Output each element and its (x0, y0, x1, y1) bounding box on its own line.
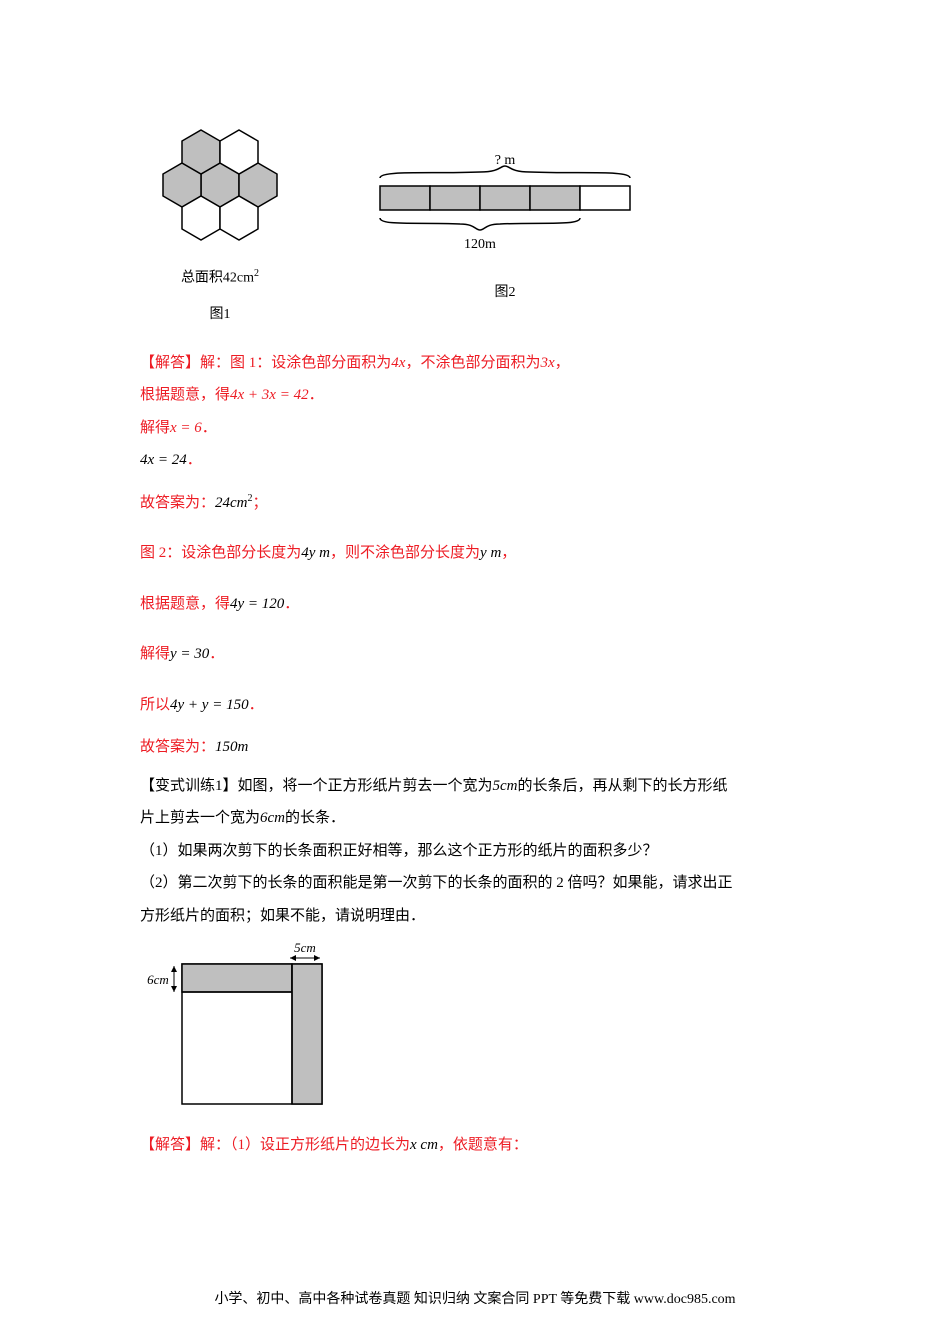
t: ； (253, 495, 268, 511)
hexagon-diagram (140, 110, 300, 260)
t: 的长条． (285, 810, 345, 826)
fig2-label: 图2 (495, 280, 516, 307)
t: 所以 (140, 697, 170, 713)
sol2-line4: 所以4y + y = 150． (140, 691, 810, 720)
t: ． (309, 387, 324, 403)
sol1-line5: 故答案为：24cm2； (140, 489, 810, 518)
m: y m (480, 545, 501, 561)
t: 故答案为： (140, 739, 215, 755)
t: 【变式训练1】如图，将一个正方形纸片剪去一个宽为 (140, 778, 493, 794)
fig1-label: 图1 (210, 302, 231, 329)
t: 故答案为： (140, 495, 215, 511)
t: 【解答】解：（1）设正方形纸片的边长为 (140, 1137, 410, 1153)
m: 4y = 120 (230, 596, 284, 612)
t: ， (501, 545, 516, 561)
figures-row: 总面积42cm2 图1 ? m 120m 图 (140, 110, 810, 329)
sol3-line1: 【解答】解：（1）设正方形纸片的边长为x cm，依题意有： (140, 1131, 810, 1160)
m: 6cm (260, 810, 285, 826)
figure-1: 总面积42cm2 图1 (140, 110, 300, 329)
sol1-line2: 根据题意，得4x + 3x = 42． (140, 381, 810, 410)
t: ． (209, 646, 224, 662)
t: 解得 (140, 420, 170, 436)
sol1-line3: 解得x = 6． (140, 414, 810, 443)
figure-2: ? m 120m 图2 (360, 150, 650, 307)
figure-3: 5cm 6cm (140, 940, 810, 1121)
m: 3x (540, 355, 554, 371)
m: 150m (215, 739, 248, 755)
m: 4y m (301, 545, 330, 561)
sol2-line5: 故答案为：150m (140, 733, 810, 762)
var-line4: （2）第二次剪下的长条的面积能是第一次剪下的长条的面积的 2 倍吗？如果能，请求… (140, 869, 810, 898)
t: 的长条后，再从剩下的长方形纸 (518, 778, 728, 794)
m: 4x (391, 355, 405, 371)
t: ． (187, 452, 202, 468)
m: 5cm (493, 778, 518, 794)
t: 【解答】解：图 1：设涂色部分面积为 (140, 355, 391, 371)
svg-text:5cm: 5cm (294, 940, 316, 955)
m: 24cm (215, 495, 248, 511)
t: ． (249, 697, 264, 713)
t: ，则不涂色部分长度为 (330, 545, 480, 561)
t: ． (202, 420, 217, 436)
t: 根据题意，得 (140, 596, 230, 612)
t: ． (284, 596, 299, 612)
fig1-area-sup: 2 (254, 268, 259, 279)
var-line1: 【变式训练1】如图，将一个正方形纸片剪去一个宽为5cm的长条后，再从剩下的长方形… (140, 772, 810, 801)
t: 根据题意，得 (140, 387, 230, 403)
sol1-line4: 4x = 24． (140, 446, 810, 475)
t: ，依题意有： (438, 1137, 528, 1153)
m: 4x + 3x = 42 (230, 387, 309, 403)
var-line3: （1）如果两次剪下的长条面积正好相等，那么这个正方形的纸片的面积多少？ (140, 837, 810, 866)
m: x = 6 (170, 420, 202, 436)
square-strip-diagram: 5cm 6cm (140, 940, 350, 1110)
fig1-area-text: 总面积42cm (181, 271, 254, 286)
fig1-area-label: 总面积42cm2 (181, 264, 259, 292)
m: 4y + y = 150 (170, 697, 249, 713)
bar-diagram: ? m 120m (360, 150, 650, 270)
var-line5: 方形纸片的面积；如果不能，请说明理由． (140, 902, 810, 931)
sol2-line1: 图 2：设涂色部分长度为4y m，则不涂色部分长度为y m， (140, 539, 810, 568)
var-line2: 片上剪去一个宽为6cm的长条． (140, 804, 810, 833)
sol1-line1: 【解答】解：图 1：设涂色部分面积为4x，不涂色部分面积为3x， (140, 349, 810, 378)
svg-text:6cm: 6cm (147, 972, 169, 987)
sol2-line3: 解得y = 30． (140, 640, 810, 669)
t: ， (555, 355, 570, 371)
t: 图 2：设涂色部分长度为 (140, 545, 301, 561)
m: y = 30 (170, 646, 209, 662)
fig2-bottom-label: 120m (464, 237, 496, 252)
sol2-line2: 根据题意，得4y = 120． (140, 590, 810, 619)
t: 解得 (140, 646, 170, 662)
m: x cm (410, 1137, 438, 1153)
page: 总面积42cm2 图1 ? m 120m 图 (0, 0, 950, 1344)
page-footer: 小学、初中、高中各种试卷真题 知识归纳 文案合同 PPT 等免费下载 www.d… (0, 1287, 950, 1314)
t: ，不涂色部分面积为 (405, 355, 540, 371)
m: 4x = 24 (140, 452, 187, 468)
t: 片上剪去一个宽为 (140, 810, 260, 826)
